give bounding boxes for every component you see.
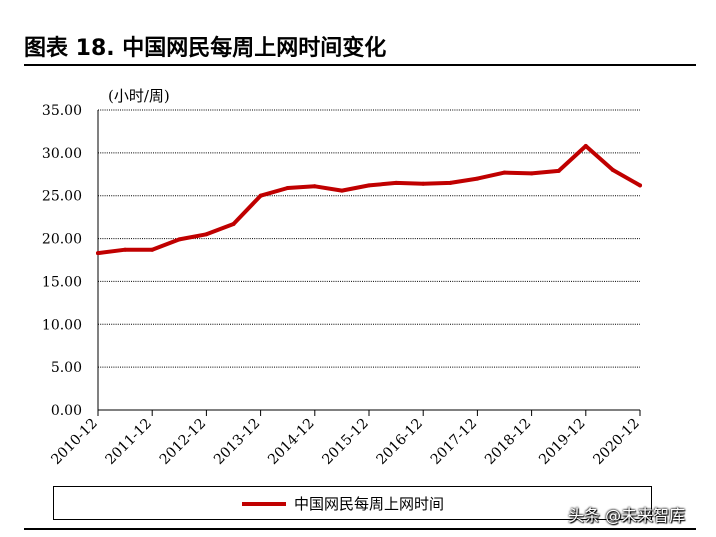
x-tick-label: 2014-12 (265, 416, 317, 468)
data-point (177, 237, 182, 242)
data-point (339, 188, 344, 193)
y-tick-label: 0.00 (51, 403, 82, 419)
data-point (448, 180, 453, 185)
y-tick-label: 30.00 (42, 146, 82, 162)
chart-title: 图表 18. 中国网民每周上网时间变化 (24, 36, 387, 61)
x-tick-label: 2013-12 (211, 416, 263, 468)
data-point (367, 183, 371, 188)
data-point (96, 251, 100, 256)
data-point (394, 180, 399, 185)
data-point (285, 186, 290, 190)
bottom-rule (24, 528, 696, 530)
x-tick-label: 2016-12 (374, 416, 426, 468)
y-tick-label: 5.00 (51, 360, 82, 376)
y-tick-label: 15.00 (42, 274, 82, 290)
watermark: 头条 @未来智库 (568, 506, 686, 525)
data-point (150, 247, 155, 252)
legend-label: 中国网民每周上网时间 (294, 495, 445, 513)
data-point (583, 144, 588, 148)
y-tick-label: 35.00 (42, 103, 82, 119)
x-tick-label: 2012-12 (157, 416, 209, 468)
x-tick-label: 2015-12 (319, 416, 371, 468)
series-line (96, 144, 642, 256)
data-point (475, 176, 480, 181)
y-tick-label: 20.00 (42, 232, 82, 248)
data-point (556, 168, 561, 173)
x-tick-label: 2011-12 (103, 416, 155, 468)
data-point (610, 168, 615, 172)
x-tick-label: 2019-12 (536, 416, 588, 468)
data-point (123, 247, 128, 252)
data-point (312, 184, 317, 189)
data-point (231, 222, 236, 226)
data-point (258, 193, 263, 198)
legend: 中国网民每周上网时间 (53, 486, 652, 520)
y-tick-label: 10.00 (42, 317, 82, 333)
x-tick-label: 2018-12 (482, 416, 534, 468)
x-tick-label: 2010-12 (48, 416, 100, 468)
data-point (638, 183, 642, 188)
top-rule (24, 64, 696, 66)
data-point (421, 181, 426, 186)
legend-swatch (242, 502, 286, 506)
x-tick-label: 2020-12 (590, 416, 642, 468)
y-unit-label: (小时/周) (108, 87, 170, 105)
data-point (529, 171, 534, 176)
data-point (502, 170, 507, 175)
data-point (204, 232, 209, 237)
x-tick-label: 2017-12 (428, 416, 480, 468)
y-tick-label: 25.00 (42, 189, 82, 205)
